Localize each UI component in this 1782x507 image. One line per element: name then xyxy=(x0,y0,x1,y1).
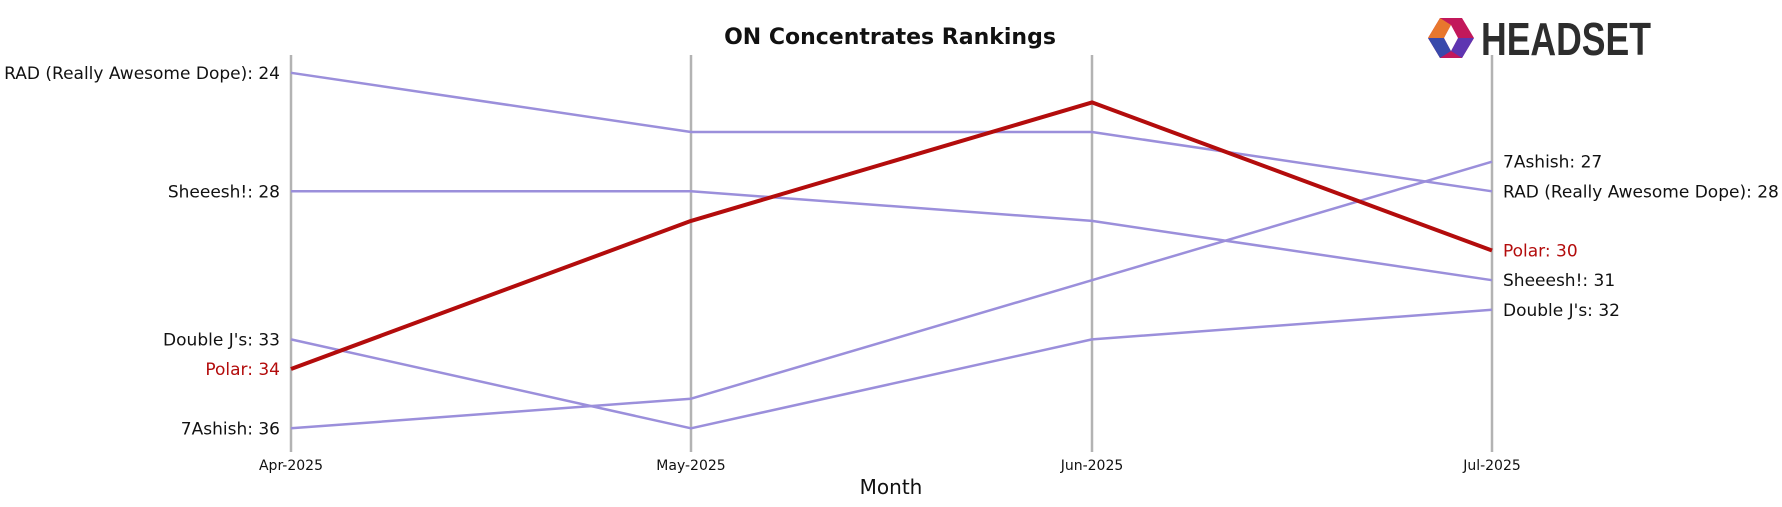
end-label-double-j-s: Double J's: 32 xyxy=(1503,301,1620,321)
series-line-7ashish xyxy=(290,160,1493,430)
series-lines xyxy=(290,71,1493,430)
headset-logo: HEADSET xyxy=(1428,13,1651,65)
series-line-polar xyxy=(290,100,1493,371)
end-label-polar: Polar: 30 xyxy=(1503,242,1578,262)
x-tick-label: Apr-2025 xyxy=(259,458,323,474)
end-label-rad-really-awesome-dope: RAD (Really Awesome Dope): 28 xyxy=(1503,182,1779,202)
start-label-sheeesh: Sheeesh!: 28 xyxy=(168,182,280,202)
headset-hexagon-icon xyxy=(1428,18,1474,58)
end-label-7ashish: 7Ashish: 27 xyxy=(1503,153,1602,173)
start-label-rad-really-awesome-dope: RAD (Really Awesome Dope): 24 xyxy=(4,64,280,84)
start-label-double-j-s: Double J's: 33 xyxy=(163,330,280,350)
series-line-sheeesh xyxy=(291,190,1493,282)
end-label-sheeesh: Sheeesh!: 31 xyxy=(1503,271,1615,291)
series-end-labels: RAD (Really Awesome Dope): 24 RAD (Really… xyxy=(4,64,1779,440)
x-tick-label: Jun-2025 xyxy=(1060,458,1124,474)
x-tick-label: May-2025 xyxy=(656,458,725,474)
series-line-double-j-s xyxy=(290,308,1493,430)
start-label-polar: Polar: 34 xyxy=(205,360,280,380)
series-line-rad-really-awesome-dope xyxy=(290,71,1493,193)
logo-text: HEADSET xyxy=(1481,13,1651,65)
x-axis-ticks: Apr-2025 May-2025 Jun-2025 Jul-2025 xyxy=(259,458,1521,474)
start-label-7ashish: 7Ashish: 36 xyxy=(181,419,280,439)
x-tick-label: Jul-2025 xyxy=(1462,458,1521,474)
chart-title: ON Concentrates Rankings xyxy=(724,25,1056,50)
x-axis-label: Month xyxy=(860,475,923,499)
month-gridlines xyxy=(289,55,1494,452)
